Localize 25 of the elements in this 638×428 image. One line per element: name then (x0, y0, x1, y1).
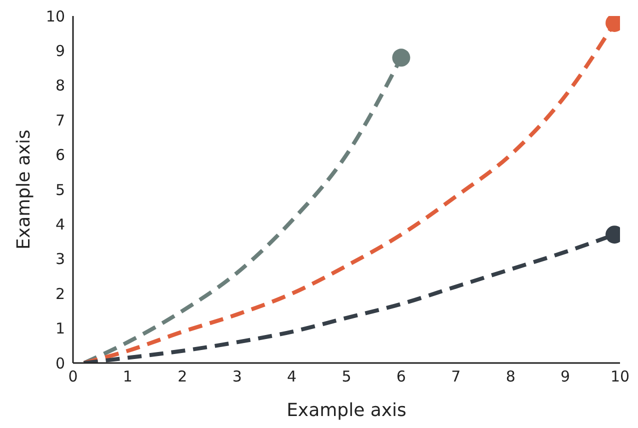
y-axis-title: Example axis (13, 130, 34, 250)
y-tick-label: 3 (55, 250, 65, 268)
y-tick-label: 6 (55, 146, 65, 164)
point (392, 48, 410, 67)
x-tick-label: 2 (178, 368, 188, 386)
y-tick-label: 9 (55, 42, 65, 60)
x-tick-label: 9 (560, 368, 570, 386)
x-tick-label: 1 (122, 368, 132, 386)
y-tick-label: 0 (55, 354, 65, 372)
x-tick-label: 4 (287, 368, 297, 386)
y-tick-label: 10 (46, 7, 65, 26)
x-tick-label: 0 (68, 368, 78, 386)
x-tick-label: 6 (396, 368, 406, 386)
x-tick-label: 3 (232, 368, 242, 386)
y-tick-label: 8 (55, 76, 65, 95)
x-tick-label: 7 (451, 368, 461, 386)
y-tick-label: 4 (55, 216, 65, 234)
x-tick-label: 8 (506, 368, 516, 386)
x-tick-label: 5 (342, 368, 352, 386)
y-tick-label: 2 (55, 284, 65, 303)
y-tick-label: 1 (55, 320, 65, 338)
x-tick-label: 10 (610, 368, 630, 386)
y-tick-label: 5 (55, 180, 65, 199)
y-tick-label: 7 (55, 111, 65, 130)
x-axis-title: Example axis (286, 400, 406, 421)
